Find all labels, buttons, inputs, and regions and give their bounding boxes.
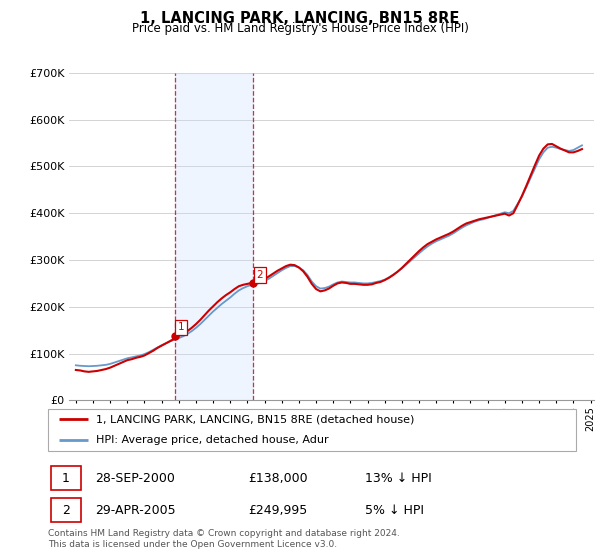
Text: 1: 1	[178, 323, 185, 333]
Text: 1, LANCING PARK, LANCING, BN15 8RE (detached house): 1, LANCING PARK, LANCING, BN15 8RE (deta…	[95, 414, 414, 424]
Text: 28-SEP-2000: 28-SEP-2000	[95, 472, 175, 485]
Text: 1: 1	[62, 472, 70, 485]
Text: This data is licensed under the Open Government Licence v3.0.: This data is licensed under the Open Gov…	[48, 540, 337, 549]
Text: 5% ↓ HPI: 5% ↓ HPI	[365, 503, 424, 517]
Text: 2: 2	[257, 270, 263, 280]
Bar	[50, 466, 81, 491]
Text: 1, LANCING PARK, LANCING, BN15 8RE: 1, LANCING PARK, LANCING, BN15 8RE	[140, 11, 460, 26]
Text: Price paid vs. HM Land Registry's House Price Index (HPI): Price paid vs. HM Land Registry's House …	[131, 22, 469, 35]
Bar	[175, 73, 253, 400]
Text: £249,995: £249,995	[248, 503, 308, 517]
Text: £138,000: £138,000	[248, 472, 308, 485]
Text: Contains HM Land Registry data © Crown copyright and database right 2024.: Contains HM Land Registry data © Crown c…	[48, 529, 400, 538]
Bar	[50, 498, 81, 522]
Text: 2: 2	[62, 503, 70, 517]
Text: HPI: Average price, detached house, Adur: HPI: Average price, detached house, Adur	[95, 435, 328, 445]
Text: 13% ↓ HPI: 13% ↓ HPI	[365, 472, 431, 485]
Text: 29-APR-2005: 29-APR-2005	[95, 503, 176, 517]
